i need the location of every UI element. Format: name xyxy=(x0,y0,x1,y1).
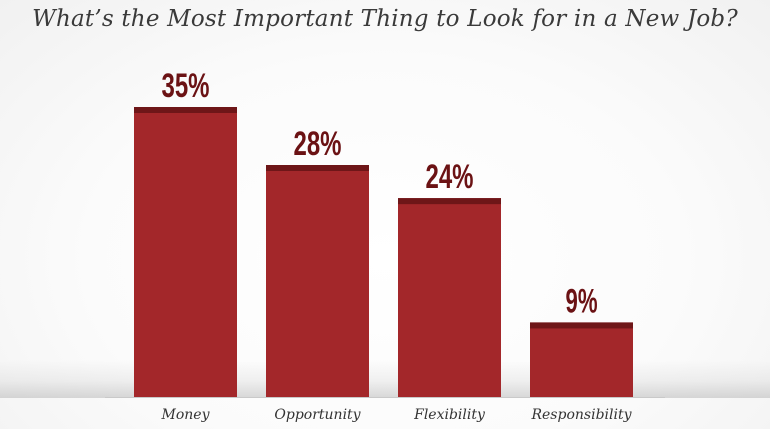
category-label-opportunity: Opportunity xyxy=(274,407,361,423)
bar-flexibility xyxy=(398,198,501,397)
category-label-responsibility: Responsibility xyxy=(530,407,632,423)
bar-cap-opportunity xyxy=(266,165,369,171)
value-labels-group: 35% 28% 24% 9% xyxy=(162,67,598,320)
value-label-responsibility: 9% xyxy=(566,282,598,320)
bar-responsibility xyxy=(530,322,633,397)
bar-cap-flexibility xyxy=(398,198,501,205)
bar-cap-responsibility xyxy=(530,322,633,329)
value-label-opportunity: 28% xyxy=(294,125,342,163)
bar-opportunity xyxy=(266,165,369,397)
category-label-flexibility: Flexibility xyxy=(413,407,486,423)
category-label-money: Money xyxy=(161,407,211,423)
category-labels-group: Money Opportunity Flexibility Responsibilit… xyxy=(161,407,633,423)
bar-money xyxy=(134,107,237,397)
value-label-money: 35% xyxy=(162,67,210,105)
baseline xyxy=(105,397,665,398)
chart-title: What’s the Most Important Thing to Look … xyxy=(32,6,738,32)
value-label-flexibility: 24% xyxy=(426,158,474,196)
bars-group xyxy=(134,107,633,397)
bar-cap-money xyxy=(134,107,237,113)
floor-shadow xyxy=(0,360,770,398)
